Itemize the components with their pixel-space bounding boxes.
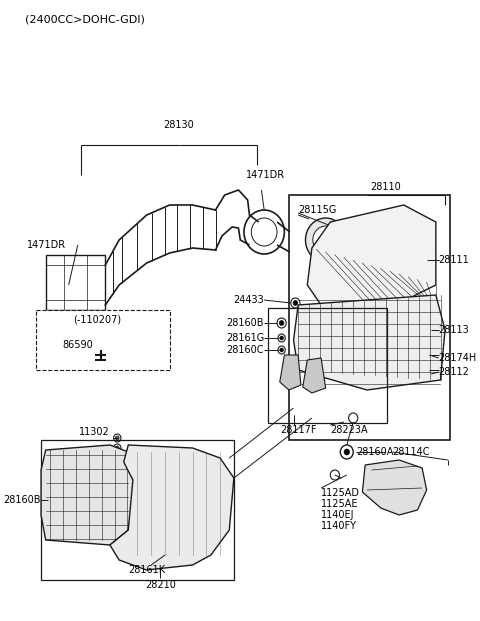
Text: (-110207): (-110207) [73, 315, 121, 325]
Text: 86590: 86590 [63, 340, 94, 350]
Circle shape [280, 348, 284, 352]
Text: 28160B: 28160B [227, 318, 264, 328]
Polygon shape [41, 445, 137, 545]
Text: 1471DR: 1471DR [27, 240, 66, 250]
Circle shape [425, 355, 434, 365]
Polygon shape [110, 445, 234, 570]
Text: 28160B: 28160B [3, 495, 41, 505]
Text: 28160A: 28160A [356, 447, 393, 457]
Text: 28115G: 28115G [298, 205, 336, 215]
Text: 28112: 28112 [439, 367, 469, 377]
Circle shape [114, 434, 121, 442]
Circle shape [280, 336, 284, 340]
Circle shape [283, 360, 297, 376]
Text: (2400CC>DOHC-GDI): (2400CC>DOHC-GDI) [25, 14, 145, 24]
Bar [289, 195, 450, 440]
Circle shape [305, 218, 346, 262]
Text: 28160C: 28160C [227, 345, 264, 355]
Circle shape [278, 346, 285, 354]
Text: 1125AD: 1125AD [321, 488, 360, 498]
Polygon shape [307, 205, 436, 310]
Circle shape [114, 454, 121, 462]
Circle shape [116, 436, 119, 440]
Circle shape [96, 340, 105, 350]
Text: 28110: 28110 [370, 182, 401, 192]
Bar [41, 440, 234, 580]
Text: 1125AE: 1125AE [321, 499, 359, 509]
Text: 28114C: 28114C [393, 447, 430, 457]
Circle shape [344, 449, 349, 455]
Circle shape [116, 446, 119, 450]
Text: 1140EJ: 1140EJ [321, 510, 355, 520]
Circle shape [291, 298, 300, 308]
Text: 24433: 24433 [233, 295, 264, 305]
Circle shape [306, 364, 321, 380]
Polygon shape [294, 295, 445, 390]
Text: 1471DR: 1471DR [246, 170, 285, 180]
Text: 28210: 28210 [145, 580, 176, 590]
Text: 28113: 28113 [439, 325, 469, 335]
Polygon shape [46, 255, 105, 310]
Text: 11302: 11302 [79, 427, 110, 437]
Bar [36, 310, 169, 370]
Circle shape [330, 470, 339, 480]
Text: 28161K: 28161K [128, 565, 166, 575]
Circle shape [277, 318, 286, 328]
Text: 28223A: 28223A [330, 425, 368, 435]
Bar [268, 308, 387, 423]
Polygon shape [303, 358, 325, 393]
Circle shape [278, 334, 285, 342]
Text: 28117F: 28117F [280, 425, 316, 435]
Text: 28161G: 28161G [226, 333, 264, 343]
Circle shape [293, 301, 298, 306]
Circle shape [348, 413, 358, 423]
Circle shape [116, 456, 119, 460]
Polygon shape [280, 355, 301, 390]
Circle shape [313, 226, 338, 254]
Text: 28111: 28111 [439, 255, 469, 265]
Text: 28130: 28130 [163, 120, 194, 130]
Circle shape [279, 320, 284, 325]
Text: 28174H: 28174H [439, 353, 477, 363]
Polygon shape [362, 460, 427, 515]
Circle shape [114, 444, 121, 452]
Text: 1140FY: 1140FY [321, 521, 357, 531]
